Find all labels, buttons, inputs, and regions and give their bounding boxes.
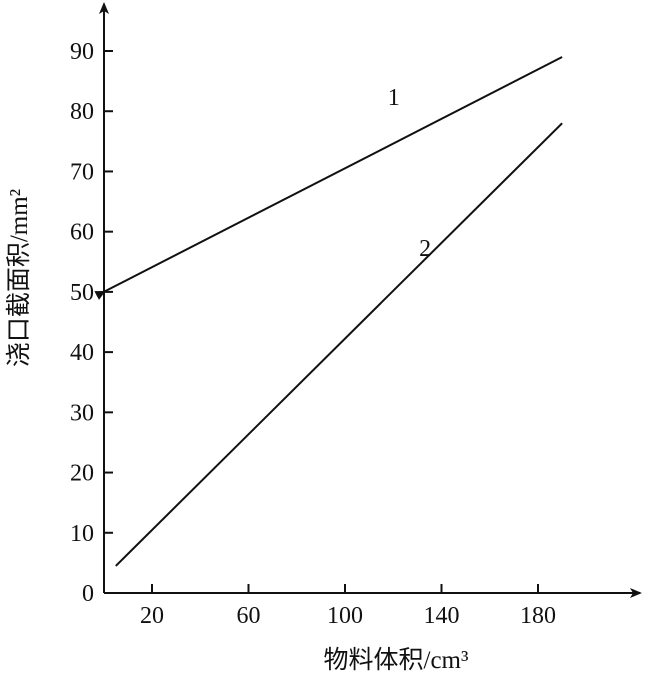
series-line-1 xyxy=(94,56,563,300)
y-tick-label: 70 xyxy=(70,159,94,185)
x-tick-label: 140 xyxy=(424,603,460,629)
x-tick-label: 180 xyxy=(520,603,556,629)
x-tick-label: 100 xyxy=(327,603,363,629)
y-tick-label: 20 xyxy=(70,461,94,487)
series-label-1: 1 xyxy=(388,85,400,111)
x-tick-label: 60 xyxy=(237,603,261,629)
y-tick-label: 60 xyxy=(70,220,94,246)
y-ticks: 0 10 20 30 40 50 60 70 80 90 xyxy=(70,39,113,607)
series-line-2 xyxy=(115,122,563,567)
x-tick-label: 20 xyxy=(140,603,164,629)
x-axis-title: 物料体积/cm³ xyxy=(324,646,469,674)
y-tick-label: 0 xyxy=(82,581,94,607)
y-tick-label: 10 xyxy=(70,521,94,547)
y-tick-label: 90 xyxy=(70,39,94,65)
series-group: 12 xyxy=(94,56,563,567)
y-tick-label: 30 xyxy=(70,400,94,426)
y-tick-label: 40 xyxy=(70,340,94,366)
y-tick-label: 50 xyxy=(70,280,94,306)
y-axis-title: 浇口截面积/mm² xyxy=(5,189,33,367)
series-label-2: 2 xyxy=(419,236,431,262)
x-ticks: 20 60 100 140 180 xyxy=(140,584,556,629)
y-tick-label: 80 xyxy=(70,99,94,125)
